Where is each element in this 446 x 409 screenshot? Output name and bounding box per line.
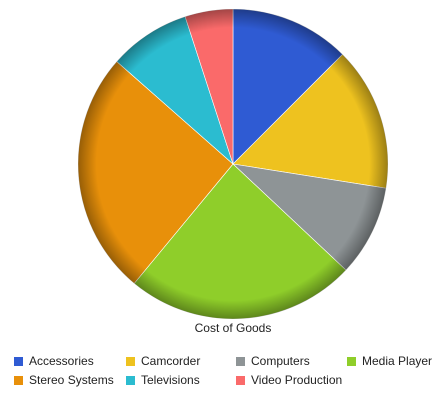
legend-label: Accessories — [29, 354, 94, 368]
legend-swatch — [126, 376, 135, 385]
legend-swatch — [236, 376, 245, 385]
legend-label: Camcorder — [141, 354, 201, 368]
legend-swatch — [347, 357, 356, 366]
legend-swatch — [126, 357, 135, 366]
legend-swatch — [14, 376, 23, 385]
legend-label: Stereo Systems — [29, 373, 114, 387]
legend-label: Computers — [251, 354, 310, 368]
legend-swatch — [236, 357, 245, 366]
legend-label: Media Player — [362, 354, 433, 368]
chart-x-label: Cost of Goods — [195, 321, 272, 335]
legend-label: Televisions — [141, 373, 200, 387]
legend-label: Video Production — [251, 373, 343, 387]
legend-swatch — [14, 357, 23, 366]
